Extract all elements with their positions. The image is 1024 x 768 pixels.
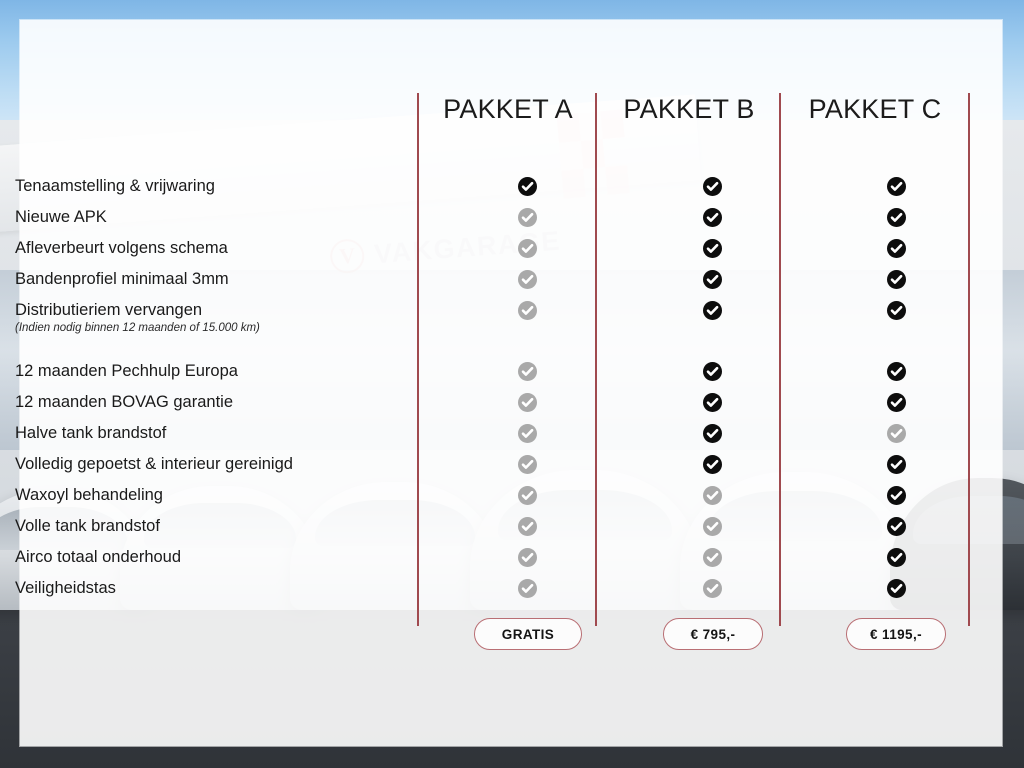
feature-label: Distributieriem vervangen	[15, 301, 203, 319]
check-icon-b-included	[703, 239, 722, 258]
column-header-pakket-b: PAKKET B	[623, 94, 755, 124]
check-icon-a-excluded	[518, 579, 537, 598]
check-icon-a-excluded	[518, 362, 537, 381]
feature-label: 12 maanden BOVAG garantie	[15, 393, 233, 411]
check-icon-b-included	[703, 270, 722, 289]
check-icon-a-excluded	[518, 393, 537, 412]
check-icon-c-included	[887, 301, 906, 320]
check-icon-b-included	[703, 393, 722, 412]
check-icon-a-excluded	[518, 270, 537, 289]
feature-label: Halve tank brandstof	[15, 424, 167, 442]
check-icon-a-excluded	[518, 486, 537, 505]
feature-label: Airco totaal onderhoud	[15, 548, 182, 566]
feature-label: Waxoyl behandeling	[15, 486, 163, 504]
check-icon-a-excluded	[518, 208, 537, 227]
check-icon-b-included	[703, 424, 722, 443]
check-icon-b-included	[703, 177, 722, 196]
check-icon-c-included	[887, 455, 906, 474]
feature-label: Volledig gepoetst & interieur gereinigd	[15, 455, 293, 473]
check-icon-c-included	[887, 486, 906, 505]
price-badge-pakket-a[interactable]: GRATIS	[474, 618, 582, 650]
check-icon-a-included	[518, 177, 537, 196]
column-header-pakket-a: PAKKET A	[443, 94, 573, 124]
feature-label: Nieuwe APK	[15, 208, 107, 226]
check-icon-b-included	[703, 455, 722, 474]
check-icon-a-excluded	[518, 424, 537, 443]
check-icon-c-included	[887, 362, 906, 381]
feature-label: Afleverbeurt volgens schema	[15, 239, 228, 257]
check-icon-b-included	[703, 301, 722, 320]
check-icon-b-excluded	[703, 486, 722, 505]
feature-label: Bandenprofiel minimaal 3mm	[15, 270, 229, 288]
feature-subnote: (Indien nodig binnen 12 maanden of 15.00…	[15, 322, 260, 334]
check-icon-c-included	[887, 270, 906, 289]
check-icon-b-excluded	[703, 517, 722, 536]
price-badge-pakket-b[interactable]: € 795,-	[663, 618, 763, 650]
check-icon-c-included	[887, 579, 906, 598]
check-icon-c-included	[887, 517, 906, 536]
check-icon-c-included	[887, 239, 906, 258]
check-icon-c-included	[887, 208, 906, 227]
column-divider	[968, 93, 970, 626]
check-icon-b-excluded	[703, 579, 722, 598]
column-divider	[417, 93, 419, 626]
check-icon-a-excluded	[518, 548, 537, 567]
check-icon-b-included	[703, 208, 722, 227]
price-badge-pakket-c[interactable]: € 1195,-	[846, 618, 946, 650]
check-icon-b-excluded	[703, 548, 722, 567]
column-divider	[595, 93, 597, 626]
check-icon-c-included	[887, 177, 906, 196]
column-divider	[779, 93, 781, 626]
check-icon-a-excluded	[518, 455, 537, 474]
check-icon-a-excluded	[518, 239, 537, 258]
check-icon-a-excluded	[518, 517, 537, 536]
feature-label: 12 maanden Pechhulp Europa	[15, 362, 238, 380]
feature-label: Tenaamstelling & vrijwaring	[15, 177, 215, 195]
check-icon-a-excluded	[518, 301, 537, 320]
check-icon-b-included	[703, 362, 722, 381]
check-icon-c-included	[887, 393, 906, 412]
feature-label: Volle tank brandstof	[15, 517, 160, 535]
feature-label: Veiligheidstas	[15, 579, 116, 597]
column-header-pakket-c: PAKKET C	[808, 94, 942, 124]
check-icon-c-included	[887, 548, 906, 567]
check-icon-c-excluded	[887, 424, 906, 443]
